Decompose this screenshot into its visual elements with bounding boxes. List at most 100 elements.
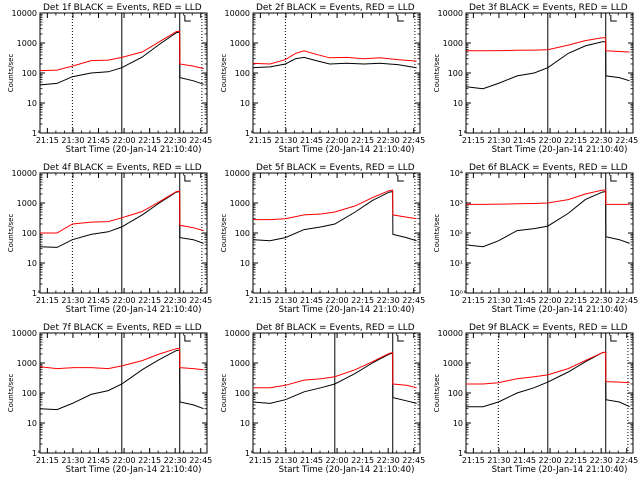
axes-frame [465,332,634,454]
y-tick-label: 100 [235,69,250,78]
y-tick-label: 1 [32,129,37,138]
series-lld-line [253,352,417,389]
panel-title: Det 9f BLACK = Events, RED = LLD [469,323,628,333]
series-events-line [252,56,417,69]
x-tick-label: 21:15 [249,456,272,465]
x-tick-label: 22:00 [113,136,136,145]
series-lld-line [466,351,630,385]
y-tick-label: 100 [235,229,250,238]
x-tick-label: 21:45 [300,296,323,305]
panel-3: Det 3f BLACK = Events, RED = LLD 1 10 100 10… [433,3,638,155]
y-tick-label: 100 [22,389,37,398]
x-tick-label: 21:30 [61,296,84,305]
y-tick-label: 1000 [17,359,37,368]
y-tick-label: 100 [448,389,463,398]
x-axis-label: Start Time (20-Jan-14 21:10:40) [492,465,628,475]
corner-marker [397,335,404,342]
y-tick-label: 10 [240,259,250,268]
y-tick-label: 1 [245,289,250,298]
series-events-line [252,191,417,242]
y-tick-label: 10¹ [450,259,463,268]
axes-frame [465,12,634,134]
x-tick-label: 21:45 [300,456,323,465]
x-tick-label: 21:15 [36,296,59,305]
panel-title: Det 2f BLACK = Events, RED = LLD [256,3,415,13]
x-tick-label: 22:45 [189,296,212,305]
y-axis-label: Counts/sec [220,214,228,253]
x-tick-label: 21:45 [87,296,110,305]
y-axis-label: Counts/sec [433,214,441,253]
y-tick-label: 10 [240,99,250,108]
x-tick-label: 22:15 [564,296,587,305]
series-events-line [252,352,417,404]
x-tick-label: 22:45 [615,456,638,465]
panel-4: Det 4f BLACK = Events, RED = LLD 1 10 100 10… [7,163,212,315]
axes-frame [39,332,208,454]
y-tick-label: 10000 [12,169,37,178]
x-tick-label: 22:30 [164,296,187,305]
x-tick-label: 22:00 [113,456,136,465]
y-tick-label: 10000 [225,329,250,338]
y-tick-label: 1 [245,449,250,458]
y-tick-label: 1 [32,449,37,458]
x-axis-label: Start Time (20-Jan-14 21:10:40) [66,305,202,315]
series-lld-line [39,347,204,371]
x-tick-label: 22:15 [351,296,374,305]
x-axis-label: Start Time (20-Jan-14 21:10:40) [279,145,415,155]
corner-marker [610,335,617,342]
x-tick-label: 21:15 [462,456,485,465]
panel-7: Det 7f BLACK = Events, RED = LLD 1 10 100 10… [7,323,212,475]
y-tick-label: 10000 [12,9,37,18]
series-events-line [466,351,630,408]
y-tick-label: 1000 [17,199,37,208]
panel-8: Det 8f BLACK = Events, RED = LLD 1 10 100 10… [220,323,425,475]
y-tick-label: 10000 [438,9,463,18]
series-lld-line [39,30,204,72]
x-tick-label: 22:00 [326,456,349,465]
x-tick-label: 22:15 [564,136,587,145]
y-axis-label: Counts/sec [7,214,15,253]
x-tick-label: 21:30 [61,136,84,145]
series-lld-line [252,50,417,65]
series-lld-line [466,189,630,205]
y-tick-label: 10000 [438,329,463,338]
x-axis-label: Start Time (20-Jan-14 21:10:40) [279,465,415,475]
x-tick-label: 22:45 [402,296,425,305]
x-tick-label: 22:45 [615,296,638,305]
y-tick-label: 10000 [12,329,37,338]
axes-frame [252,12,421,134]
x-tick-label: 21:30 [487,136,510,145]
x-tick-label: 21:15 [36,136,59,145]
y-tick-label: 100 [22,229,37,238]
x-tick-label: 22:30 [164,136,187,145]
x-axis-label: Start Time (20-Jan-14 21:10:40) [492,145,628,155]
x-tick-label: 22:30 [377,136,400,145]
x-tick-label: 22:00 [326,136,349,145]
x-tick-label: 22:15 [351,136,374,145]
y-tick-label: 10 [27,259,37,268]
y-tick-label: 1000 [230,39,250,48]
y-tick-label: 1 [458,449,463,458]
x-tick-label: 21:45 [513,136,536,145]
y-tick-label: 10⁴ [450,169,463,178]
panel-5: Det 5f BLACK = Events, RED = LLD 1 10 100 10… [220,163,425,315]
corner-marker [610,175,617,182]
panel-title: Det 6f BLACK = Events, RED = LLD [469,163,628,173]
y-tick-label: 10 [27,419,37,428]
x-tick-label: 22:00 [326,296,349,305]
panel-title: Det 5f BLACK = Events, RED = LLD [256,163,415,173]
panel-title: Det 7f BLACK = Events, RED = LLD [43,323,202,333]
axes-frame [252,172,421,294]
x-tick-label: 22:00 [539,456,562,465]
series-events-line [39,191,204,248]
x-tick-label: 21:15 [249,136,272,145]
x-tick-label: 22:00 [539,296,562,305]
panel-title: Det 4f BLACK = Events, RED = LLD [43,163,202,173]
x-tick-label: 22:00 [113,296,136,305]
series-lld-line [466,37,630,53]
x-tick-label: 22:45 [615,136,638,145]
x-axis-label: Start Time (20-Jan-14 21:10:40) [66,145,202,155]
y-tick-label: 10 [27,99,37,108]
panel-1: Det 1f BLACK = Events, RED = LLD 1 10 100 10… [7,3,212,155]
